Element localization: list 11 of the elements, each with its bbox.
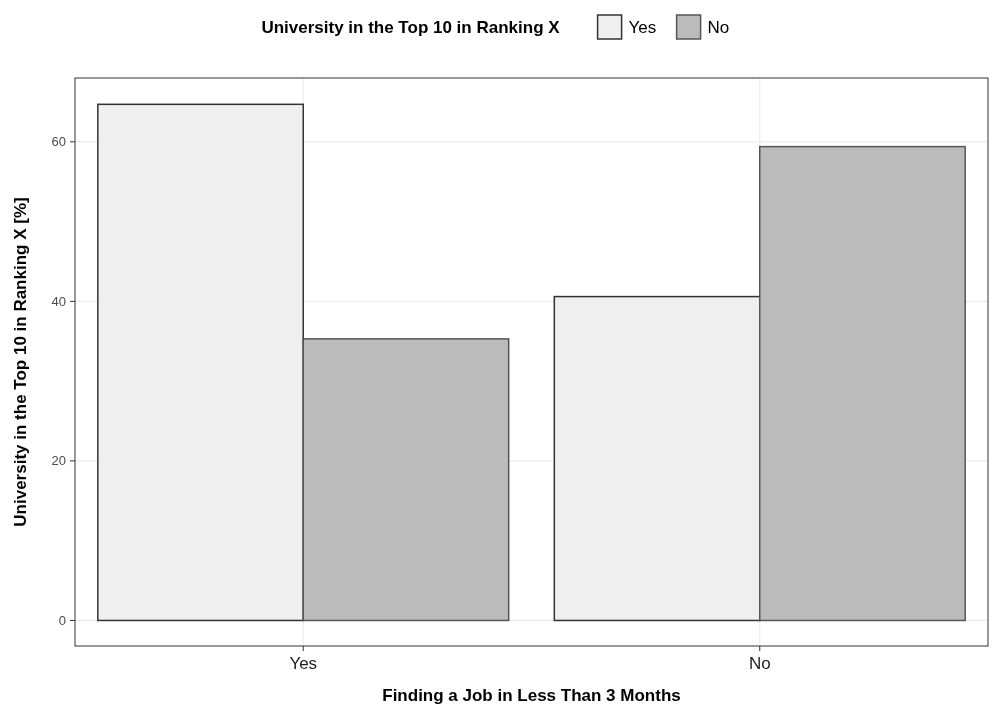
bar (302, 338, 510, 622)
legend-label: Yes (628, 17, 657, 37)
legend-title: University in the Top 10 in Ranking X (261, 17, 561, 37)
bar (759, 145, 966, 622)
legend-label: No (707, 17, 730, 37)
y-tick-label: 40 (51, 293, 66, 309)
y-tick-label: 0 (58, 613, 66, 629)
y-axis-title: University in the Top 10 in Ranking X [%] (11, 197, 30, 527)
y-tick-label: 60 (51, 134, 66, 150)
y-tick-label: 20 (51, 453, 66, 469)
x-axis-title: Finding a Job in Less Than 3 Months (382, 686, 681, 705)
